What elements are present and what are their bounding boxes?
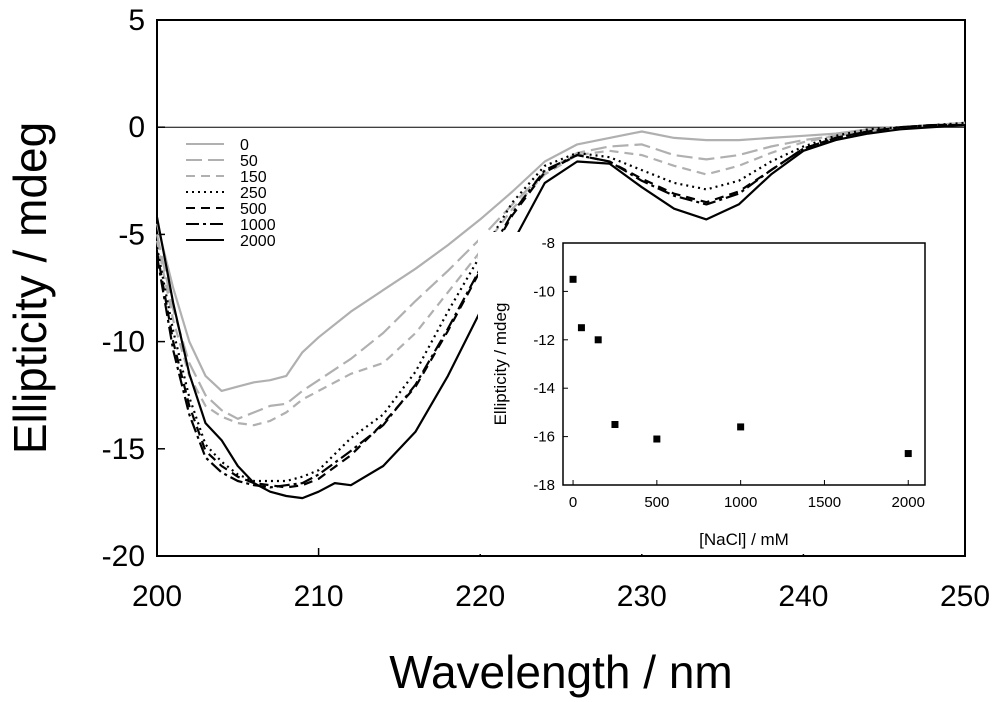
inset-x-axis-title: [NaCl] / mM	[699, 530, 789, 549]
inset-x-tick-label: 2000	[892, 494, 925, 511]
inset-y-tick-label: -16	[533, 429, 555, 446]
inset-x-tick-label: 500	[644, 494, 669, 511]
x-tick-label: 250	[940, 580, 990, 613]
inset-y-tick-label: -18	[533, 477, 555, 494]
x-axis-title: Wavelength / nm	[389, 646, 732, 698]
inset-y-axis-ticks: -8 -10 -12 -14 -16 -18	[533, 235, 568, 494]
y-axis-title: Ellipticity / mdeg	[4, 122, 56, 454]
inset-data-point	[577, 324, 585, 332]
x-tick-label: 240	[778, 580, 828, 613]
y-tick-label: -10	[102, 326, 145, 359]
legend-label-1000: 1000	[240, 217, 276, 234]
series-line-2000	[155, 124, 966, 500]
inset-x-tick-label: 1000	[724, 494, 757, 511]
inset-y-tick-label: -10	[533, 283, 555, 300]
inset-data-points	[569, 275, 912, 458]
legend-label-50: 50	[240, 153, 258, 170]
inset-y-tick-label: -14	[533, 380, 555, 397]
x-tick-label: 200	[132, 580, 182, 613]
x-tick-label: 230	[617, 580, 667, 613]
y-tick-label: 5	[128, 4, 145, 37]
inset-data-point	[569, 275, 577, 283]
inset-data-point	[611, 421, 619, 428]
inset-y-tick-label: -8	[542, 235, 555, 252]
inset-y-axis-title: Ellipticity / mdeg	[491, 303, 510, 426]
y-tick-label: -20	[102, 540, 145, 573]
inset-data-point	[904, 450, 912, 458]
y-tick-label: -15	[102, 433, 145, 466]
series-line-1000	[155, 124, 965, 489]
x-tick-label: 210	[294, 580, 344, 613]
main-plot-frame	[156, 19, 966, 557]
legend-label-500: 500	[240, 201, 267, 218]
legend-label-250: 250	[240, 185, 267, 202]
series-line-250	[155, 121, 966, 483]
main-plot: 200 210 220 230 240 250 50-5-10-15-20 0501502…	[4, 4, 990, 698]
inset-data-point	[737, 423, 745, 431]
inset-x-tick-label: 0	[569, 494, 577, 511]
inset-data-point	[653, 435, 661, 443]
inset-background	[478, 232, 958, 554]
inset-x-axis-ticks: 0 500 1000 1500 2000	[569, 480, 925, 511]
inset-y-tick-label: -12	[533, 332, 555, 349]
inset-x-tick-label: 1500	[808, 494, 841, 511]
y-tick-label: 0	[128, 111, 145, 144]
y-tick-label: -5	[118, 218, 145, 251]
inset-data-point	[594, 336, 602, 344]
legend-label-2000: 2000	[240, 233, 276, 250]
y-axis-ticks: 5 0 -5 -10 -15 -20	[102, 4, 165, 573]
x-tick-label: 220	[455, 580, 505, 613]
x-axis-ticks: 200 210 220 230 240 250	[132, 548, 990, 613]
series-line-0	[155, 121, 966, 392]
legend-label-0: 0	[240, 137, 249, 154]
inset-plot: 0 500 1000 1500 2000 -8 -10 -12 -14 -16 -18 [NaCl…	[478, 232, 958, 554]
inset-plot-frame	[562, 242, 926, 486]
legend-label-150: 150	[240, 169, 267, 186]
series-line-500	[155, 124, 965, 489]
